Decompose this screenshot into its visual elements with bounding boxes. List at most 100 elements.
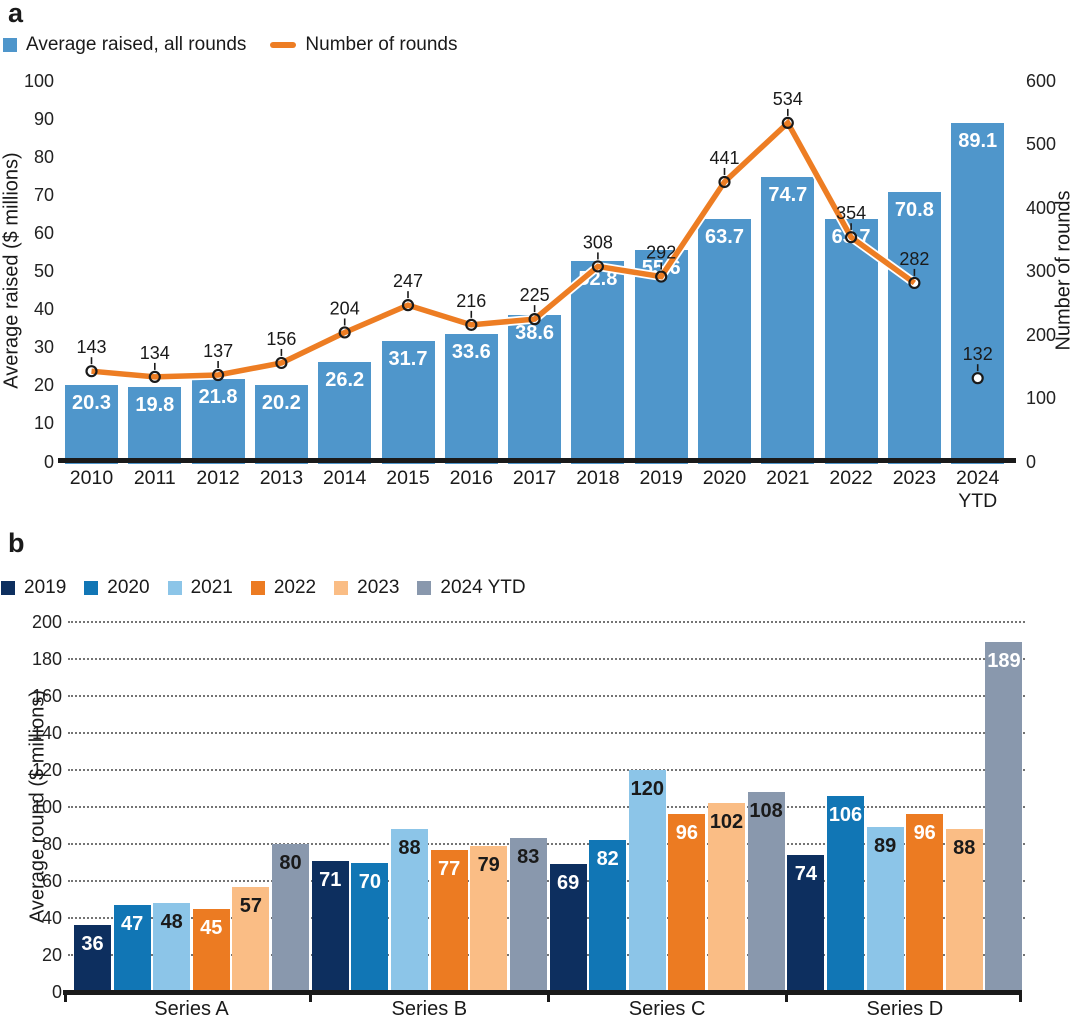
legend-item-b-1: 2020: [84, 577, 150, 599]
panel-b-bar-value-label: 106: [828, 803, 863, 826]
panel-a-bar-value-label: 70.8: [894, 199, 934, 222]
panel-b-gridline: [68, 806, 1025, 808]
panel-a-x-category-label: 2016: [449, 467, 493, 489]
panel-b-bar-value-label: 48: [160, 911, 183, 934]
legend-item-b-5: 2024 YTD: [417, 577, 526, 599]
panel-a-bar: 20.3: [65, 384, 118, 464]
panel-b-bar: 88: [391, 829, 428, 994]
panel-b-tick-label: 20: [41, 944, 62, 965]
panel-b-bar-value-label: 96: [675, 822, 699, 845]
panel-a-line-value-label: 216: [456, 291, 486, 311]
panel-b-tick-label: 140: [31, 722, 62, 743]
panel-a-bar-value-label: 55.6: [641, 257, 681, 280]
legend-item-b-3: 2022: [250, 577, 317, 599]
panel-a-right-tick-label: 600: [1026, 70, 1057, 91]
panel-b-bar-value-label: 88: [398, 837, 421, 860]
panel-a-x-category-label: 2018: [576, 467, 620, 489]
panel-a-bar-value-label: 21.8: [198, 385, 238, 408]
panel-b-bar: 71: [311, 860, 349, 994]
panel-a-line-value-label: 134: [140, 343, 170, 363]
panel-b-tick-label: 40: [41, 907, 62, 928]
line-swatch-icon: [270, 42, 297, 48]
panel-a-x-category-label: 2011: [133, 467, 176, 489]
open-circle-marker-icon: [401, 299, 415, 312]
legend-item-a-0: Average raised, all rounds: [3, 34, 246, 56]
panel-a-left-tick-label: 100: [23, 70, 54, 91]
panel-a-right-tick-label: 500: [1026, 134, 1057, 154]
legend-label: 2022: [273, 577, 317, 598]
panel-a-bar-value-label: 19.8: [135, 393, 175, 416]
panel-b-bar-value-label: 57: [239, 894, 263, 917]
legend-label: Number of rounds: [305, 34, 458, 55]
square-swatch-icon: [3, 38, 17, 52]
panel-a-left-tick-label: 70: [33, 184, 54, 205]
panel-a-left-tick-label: 30: [33, 337, 54, 358]
panel-b-tick-label: 60: [41, 870, 62, 891]
panel-b-bar-value-label: 102: [709, 811, 744, 834]
panel-a-line-value-label: 308: [583, 232, 613, 252]
open-circle-marker-icon: [465, 318, 478, 331]
panel-a-left-tick-label: 50: [33, 261, 54, 281]
open-circle-marker-icon: [718, 175, 731, 189]
panel-a-left-tick-label: 0: [43, 451, 54, 472]
legend-item-a-1: Number of rounds: [270, 34, 457, 56]
panel-a-x-category-label: 2010: [69, 467, 114, 489]
panel-a-x-axis-line: [58, 458, 1016, 463]
panel-b-legend: 2019 2020 2021 2022 2023 2024 YTD: [1, 577, 526, 599]
panel-a-bar-value-label: 20.2: [261, 392, 301, 415]
legend-label: 2020: [107, 577, 150, 598]
panel-b-axis-tick: [547, 992, 550, 1002]
panel-a-bar: 63.7: [698, 219, 751, 464]
panel-b-bar-value-label: 74: [794, 863, 818, 886]
panel-a-bar: 38.6: [508, 314, 562, 464]
panel-b-label: b: [8, 528, 25, 558]
panel-b-gridline: [68, 658, 1025, 660]
panel-b-bar-value-label: 77: [437, 857, 461, 880]
panel-a-left-tick-label: 60: [33, 222, 54, 243]
panel-a-bar-value-label: 63.7: [705, 226, 744, 249]
square-swatch-icon: [84, 581, 99, 595]
panel-a-bar: 89.1: [951, 122, 1005, 464]
panel-b-bar: 96: [906, 814, 944, 994]
legend-item-b-0: 2019: [1, 577, 66, 599]
panel-b-axis-tick: [64, 992, 67, 1002]
panel-b-tick-label: 80: [41, 833, 62, 854]
panel-b-bar: 82: [589, 840, 627, 994]
panel-a-legend: Average raised, all rounds Number of roun…: [3, 34, 457, 56]
panel-b-bar: 88: [945, 829, 983, 994]
panel-b-gridline: [68, 695, 1025, 697]
panel-b-bar-value-label: 96: [913, 822, 936, 845]
open-circle-marker-icon: [338, 326, 351, 339]
panel-a-bar: 70.8: [887, 192, 941, 464]
panel-a-bar-value-label: 63.7: [831, 226, 871, 249]
panel-a-x-category-label: 2014: [322, 467, 367, 489]
panel-b-axis-tick: [1019, 992, 1022, 1002]
panel-b-bar: 106: [827, 795, 864, 994]
panel-a-line-value-label: 247: [393, 271, 423, 291]
panel-b-bar-value-label: 47: [120, 913, 144, 936]
panel-b-bar: 47: [113, 905, 151, 994]
panel-b-x-category-label: Series A: [154, 998, 229, 1019]
panel-b-bar-value-label: 69: [556, 872, 580, 895]
panel-a-bar-value-label: 33.6: [451, 340, 491, 363]
panel-b-gridline: [68, 621, 1025, 623]
panel-b-tick-label: 180: [31, 648, 62, 669]
panel-a-line-value-label: 204: [330, 298, 360, 318]
square-swatch-icon: [417, 581, 432, 595]
panel-a-line-value-label: 137: [203, 341, 233, 361]
panel-a-x-category-label: 2015: [386, 467, 430, 489]
panel-a-right-tick-label: 0: [1026, 451, 1037, 472]
panel-a-right-tick-label: 100: [1026, 388, 1057, 408]
panel-a-bar-value-label: 74.7: [768, 184, 808, 207]
panel-b-bar-value-label: 120: [630, 778, 664, 800]
panel-a-bar: 26.2: [318, 362, 372, 464]
panel-b-bar-value-label: 189: [987, 650, 1021, 673]
open-circle-marker-icon: [275, 356, 288, 370]
panel-a-bar: 19.8: [128, 386, 182, 464]
panel-a-x-category-label: 2024 YTD: [955, 467, 1000, 512]
panel-a-bar: 33.6: [444, 333, 498, 464]
panel-a-left-tick-label: 20: [33, 375, 54, 396]
panel-a-left-tick-label: 40: [33, 299, 54, 320]
panel-b-bar: 57: [232, 886, 270, 994]
panel-a-bar: 74.7: [761, 177, 815, 464]
